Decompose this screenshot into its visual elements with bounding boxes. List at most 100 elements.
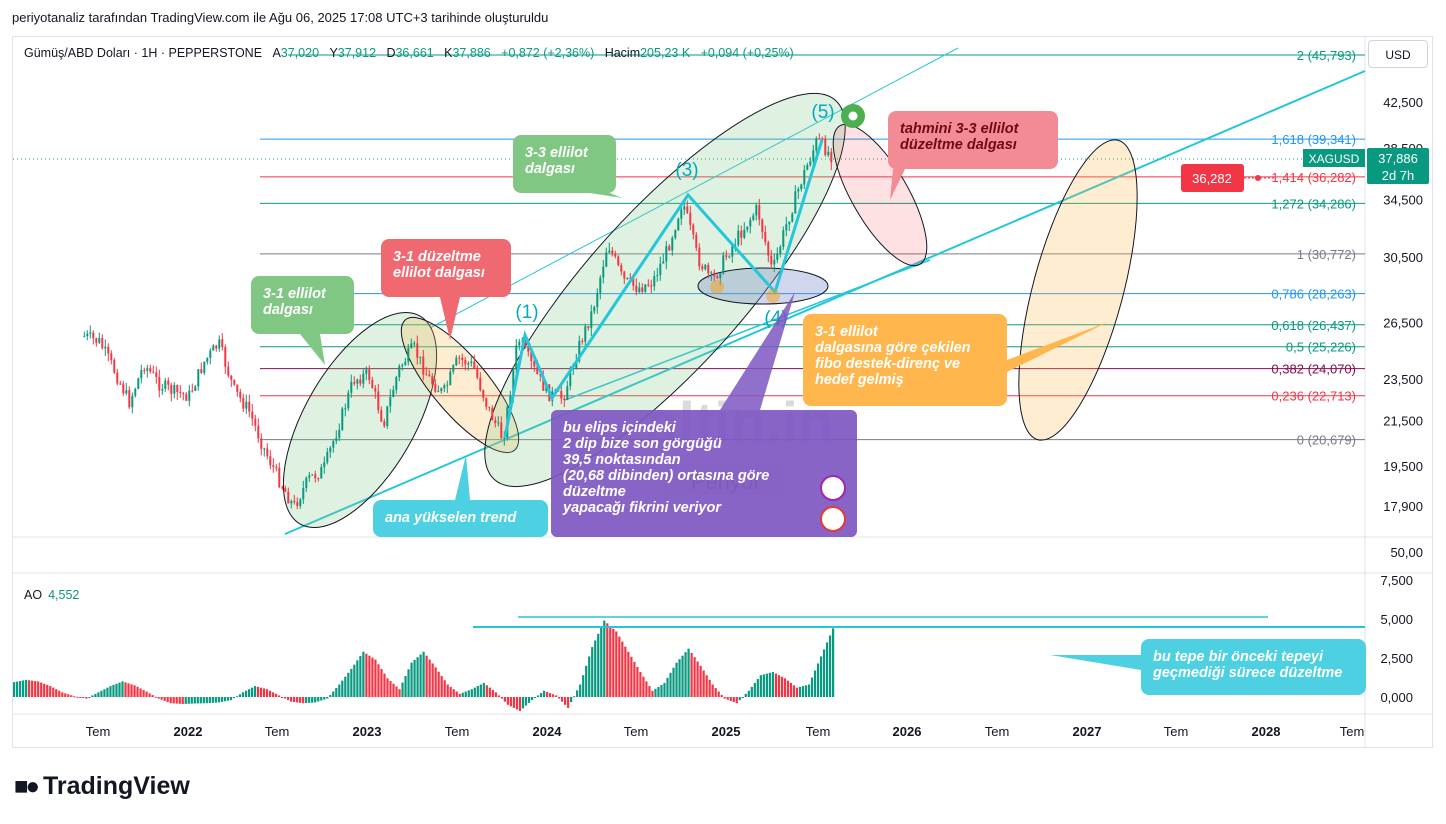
candle-body: [812, 150, 815, 162]
ao-bar: [666, 677, 669, 697]
ao-bar: [335, 688, 338, 697]
low-value: 36,661: [395, 46, 434, 60]
ao-bar: [832, 628, 835, 697]
ao-tick-label: 7,500: [1380, 573, 1413, 588]
ao-bar: [220, 697, 223, 702]
ao-bar: [46, 684, 49, 697]
candle-body: [488, 406, 491, 408]
candle-body: [620, 265, 623, 272]
ao-bar: [52, 687, 55, 697]
ao-bar: [494, 692, 497, 697]
ao-bar: [76, 696, 79, 698]
candle-body: [281, 487, 284, 489]
elliott-zigzag: [503, 139, 824, 438]
callout-no-break-box: [1141, 639, 1366, 695]
candle-body: [377, 391, 380, 410]
ao-bar: [356, 660, 359, 697]
ao-bar: [780, 676, 784, 697]
fib-label-8: 0,382 (24,070): [1271, 362, 1356, 377]
ao-bar: [115, 683, 118, 697]
currency-button[interactable]: USD: [1368, 40, 1428, 68]
candle-body: [341, 408, 344, 430]
ao-bar: [259, 687, 263, 697]
ao-bar: [88, 697, 91, 698]
callout-3-1-correction-tail: [440, 297, 460, 340]
ao-bar: [172, 697, 175, 704]
candles-group: [83, 133, 833, 510]
ao-bar: [241, 692, 245, 697]
ao-bar: [452, 689, 455, 697]
candle-body: [416, 343, 419, 358]
ao-bar: [663, 682, 666, 697]
ao-bar: [40, 682, 43, 697]
ao-bar: [506, 697, 510, 705]
candle-body: [596, 292, 599, 308]
ao-label[interactable]: AO: [24, 588, 43, 602]
ao-bar: [828, 635, 832, 697]
candle-body: [344, 408, 347, 410]
ao-bar: [55, 689, 58, 697]
ao-bar: [491, 689, 494, 697]
candle-body: [95, 338, 98, 343]
candle-body: [515, 345, 518, 370]
ao-bar: [651, 690, 654, 697]
candle-body: [608, 250, 611, 253]
callout-wave-3-1-line: dalgası: [263, 302, 313, 318]
candle-body: [632, 278, 635, 286]
ao-bar: [380, 668, 383, 697]
candle-body: [389, 396, 392, 407]
ao-bar: [573, 696, 576, 698]
ao-tick-label: 5,000: [1380, 612, 1413, 627]
ao-bar: [771, 672, 774, 697]
ao-bar: [530, 697, 534, 701]
ao-bar: [223, 697, 226, 702]
candle-body: [134, 388, 137, 396]
ao-bar: [512, 697, 516, 708]
ao-bar: [169, 697, 172, 704]
callout-no-break-tail: [1050, 655, 1141, 670]
ao-bar: [392, 683, 395, 697]
callout-wave-3-3-line: 3-3 ellilot: [525, 145, 589, 161]
candle-body: [209, 350, 212, 358]
candle-body: [113, 360, 116, 373]
candle-body: [509, 396, 512, 408]
ao-bar: [564, 697, 567, 705]
ao-bar: [175, 697, 178, 704]
ao-bar: [268, 690, 272, 697]
candle-body: [473, 361, 476, 369]
ao-bar: [627, 651, 630, 697]
candle-body: [233, 379, 236, 385]
candle-body: [359, 379, 362, 384]
candle-body: [236, 384, 239, 392]
candle-body: [194, 386, 197, 391]
candle-body: [746, 226, 749, 230]
ao-bar: [705, 675, 708, 697]
candle-body: [500, 422, 503, 439]
callout-double-bottom-line: 39,5 noktasından: [563, 452, 681, 468]
candle-body: [716, 276, 719, 278]
ao-bar: [112, 684, 115, 697]
ao-bar: [226, 697, 229, 701]
fib-label-6: 0,618 (26,437): [1271, 318, 1356, 333]
callout-fib-target-line: hedef gelmiş: [815, 372, 904, 388]
ao-bar: [678, 659, 681, 697]
ao-bar: [202, 697, 205, 704]
tradingview-logo[interactable]: ■● TradingView: [14, 772, 190, 801]
time-tick-label: Tem: [1164, 724, 1189, 739]
ao-bar: [744, 693, 747, 697]
candle-body: [653, 276, 656, 287]
ao-bar: [600, 627, 603, 697]
candle-body: [704, 264, 707, 270]
symbol-name[interactable]: Gümüş/ABD Doları · 1H · PEPPERSTONE: [24, 46, 263, 60]
ao-bar: [795, 687, 799, 697]
candle-body: [128, 390, 131, 408]
ao-bar: [545, 691, 549, 697]
ao-bar: [196, 697, 199, 704]
high-value: 37,912: [337, 46, 377, 60]
ao-bar: [217, 697, 220, 703]
candle-body: [713, 272, 716, 277]
time-tick-label: 2026: [893, 724, 922, 739]
candle-body: [428, 374, 431, 377]
ao-bar: [280, 697, 284, 698]
